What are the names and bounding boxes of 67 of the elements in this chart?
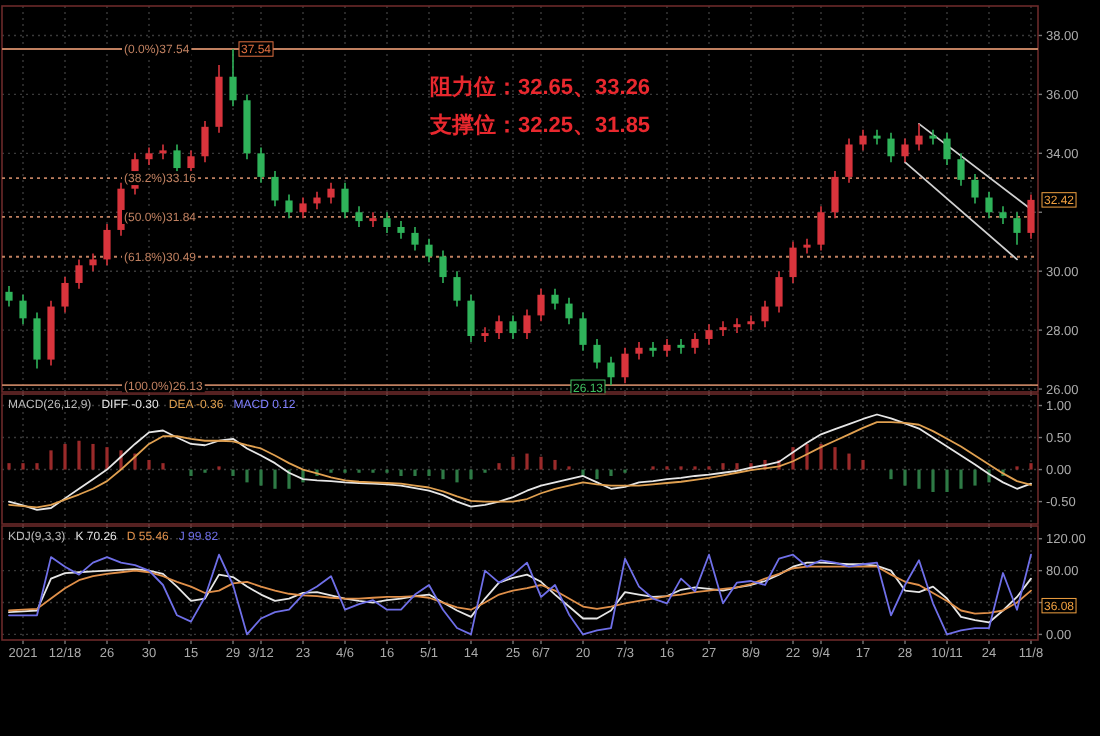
candlestick [929,128,937,146]
annotation: 支撑位：32.25、31.85 [428,112,651,138]
candlestick [75,258,83,290]
candlestick [467,293,475,343]
candlestick [383,211,391,234]
candlestick [425,237,433,264]
candlestick [649,341,657,358]
line-series [8,561,1032,624]
candlestick [677,338,685,355]
candlestick [537,288,545,323]
candlestick [733,317,741,334]
candlestick [341,181,349,219]
line-series [8,565,1032,615]
candlestick [327,181,335,205]
candlestick [61,276,69,314]
candlestick [971,173,979,205]
candlestick [33,311,41,370]
candlestick [845,137,853,184]
candlestick [173,143,181,175]
annotation: 阻力位：32.65、33.26 [430,74,651,100]
candlestick [761,299,769,328]
candlestick [621,347,629,384]
candlestick [873,128,881,146]
candlestick [1013,211,1021,246]
candlestick [5,285,13,308]
candlestick [957,152,965,187]
candlestick [271,170,279,208]
candlestick [355,205,363,228]
candlestick [201,120,209,163]
candlestick [565,296,573,326]
candlestick [831,170,839,219]
candlestick [495,314,503,340]
candlestick [103,223,111,267]
candlestick [691,332,699,355]
candlestick [719,320,727,337]
candlestick [579,311,587,352]
candlestick [1027,193,1035,240]
candlestick [509,314,517,340]
candlestick [159,143,167,161]
candlestick [817,205,825,252]
candlestick [285,193,293,219]
candlestick [775,270,783,314]
candlestick [943,131,951,166]
candlestick [19,293,27,326]
candlestick [859,128,867,152]
candlestick [439,249,447,284]
candlestick [481,326,489,343]
candlestick [593,338,601,370]
candlestick [915,123,923,152]
candlestick [299,196,307,219]
candlestick [551,288,559,311]
candlestick [369,211,377,228]
candlestick [453,270,461,308]
candlestick [705,323,713,346]
candlestick [607,355,615,387]
candlestick [803,237,811,255]
candlestick [985,190,993,219]
candlestick [411,226,419,252]
candlestick [117,181,125,237]
line-series [8,553,1032,636]
candlestick [523,308,531,340]
candlestick [229,48,237,107]
candlestick [887,131,895,163]
candlestick [747,314,755,331]
candlestick [901,137,909,163]
candlestick [257,146,265,184]
candlestick [789,240,797,284]
